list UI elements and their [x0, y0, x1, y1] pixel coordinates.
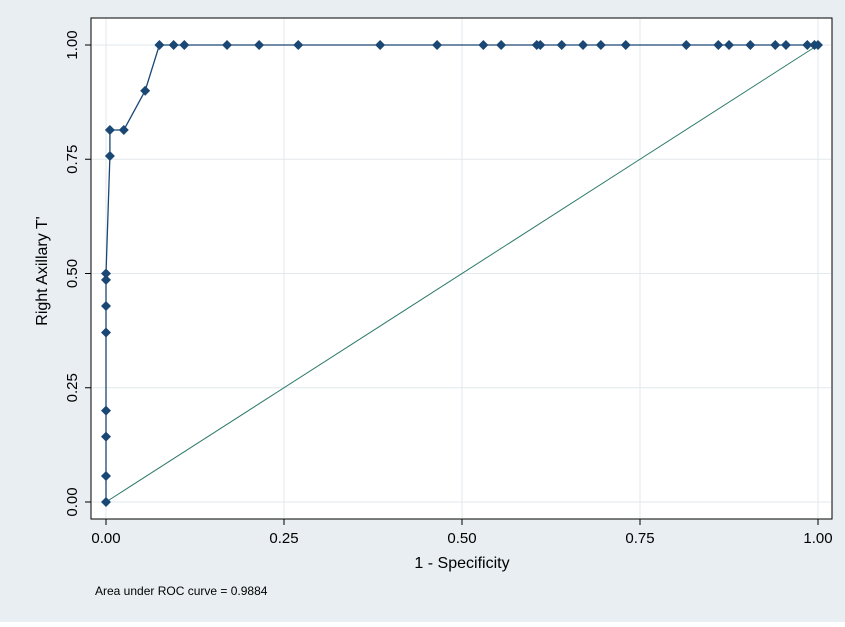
roc-point	[713, 40, 724, 50]
roc-point	[101, 274, 111, 285]
y-tick-label-1: 0.25	[64, 373, 81, 402]
roc-point	[478, 40, 489, 50]
roc-point	[681, 40, 692, 50]
auc-annotation: Area under ROC curve = 0.9884	[95, 584, 268, 598]
x-tick-label-4: 1.00	[803, 530, 832, 547]
roc-point	[432, 40, 443, 50]
roc-point	[375, 40, 386, 50]
y-axis-title: Right Axillary T'	[34, 216, 51, 325]
roc-point	[535, 40, 546, 50]
roc-point	[101, 268, 111, 279]
x-tick-label-2: 0.50	[447, 530, 476, 547]
roc-point	[168, 40, 179, 50]
roc-point	[595, 40, 606, 50]
roc-point	[724, 40, 734, 50]
roc-point	[745, 40, 756, 50]
roc-point	[179, 40, 190, 50]
roc-point	[118, 125, 129, 136]
roc-point	[101, 431, 111, 442]
roc-point	[620, 40, 631, 50]
roc-point	[101, 470, 111, 481]
roc-point	[140, 85, 151, 96]
roc-point	[770, 40, 781, 50]
y-tick-label-0: 0.00	[64, 487, 81, 516]
roc-point	[154, 40, 165, 50]
x-tick-label-0: 0.00	[91, 530, 120, 547]
roc-point	[101, 300, 111, 311]
x-tick-label-1: 0.25	[269, 530, 298, 547]
y-tick-label-4: 1.00	[64, 30, 81, 59]
roc-point	[222, 40, 233, 50]
roc-point	[813, 40, 823, 50]
series-layer	[101, 40, 823, 507]
roc-point	[104, 151, 115, 162]
y-tick-label-3: 0.75	[64, 145, 81, 174]
roc-point	[556, 40, 567, 50]
y-tick-label-2: 0.50	[64, 259, 81, 288]
x-tick-label-3: 0.75	[625, 530, 654, 547]
roc-point	[780, 40, 791, 50]
roc-point	[104, 125, 115, 136]
roc-point	[101, 497, 111, 507]
axis-layer: 0.00 0.25 0.50 0.75 1.00 0.00 0.25 0.50 0.75 1.00	[64, 30, 833, 547]
roc-point	[578, 40, 589, 50]
roc-point	[802, 40, 813, 50]
roc-point	[293, 40, 304, 50]
roc-point	[496, 40, 507, 50]
roc-point	[101, 327, 111, 338]
x-axis-title: 1 - Specificity	[414, 555, 509, 572]
reference-line	[105, 44, 819, 503]
roc-point	[254, 40, 265, 50]
roc-point	[101, 405, 111, 416]
